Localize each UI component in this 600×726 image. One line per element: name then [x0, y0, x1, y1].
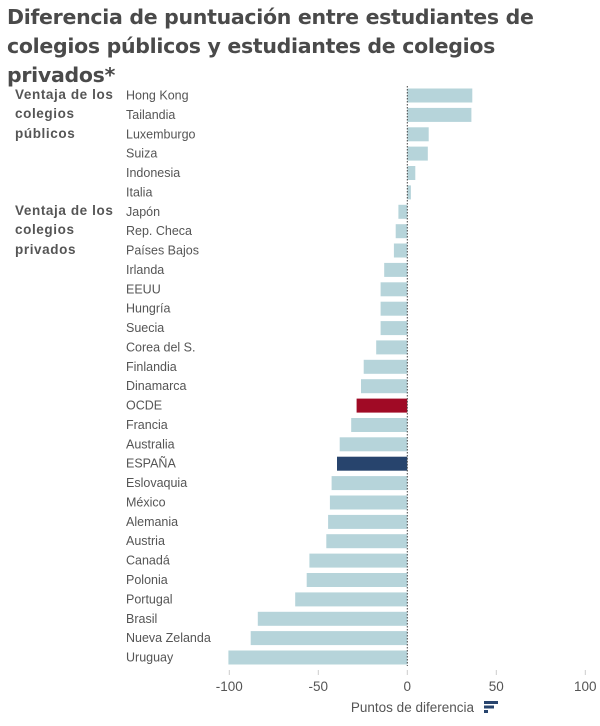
x-tick-label: 0 — [404, 679, 412, 694]
category-label: Indonesia — [126, 166, 180, 180]
x-tick-label: -50 — [309, 679, 329, 694]
x-axis-label: Puntos de diferencia — [351, 700, 475, 715]
category-label: Tailandia — [126, 108, 175, 122]
bar-corea-del-s- — [376, 340, 408, 355]
bar-rep-checa — [395, 224, 408, 239]
category-label: Australia — [126, 437, 175, 451]
category-label: Brasil — [126, 612, 157, 626]
category-label: Japón — [126, 205, 160, 219]
category-label: México — [126, 495, 166, 509]
bar-dinamarca — [361, 379, 408, 394]
x-axis-ticks: -100 -50 0 50 100 — [216, 670, 597, 694]
bar-alemania — [328, 514, 408, 529]
group-label-public-line-3: públicos — [15, 125, 76, 141]
category-label: Rep. Checa — [126, 224, 192, 238]
bar-suecia — [380, 321, 408, 336]
bar-países-bajos — [393, 243, 408, 258]
group-label-public: Ventaja de los colegios públicos — [15, 85, 125, 143]
bar-australia — [339, 437, 408, 452]
category-label: Irlanda — [126, 263, 164, 277]
category-label: Polonia — [126, 573, 168, 587]
group-label-private-line-2: colegios — [15, 222, 75, 238]
group-label-private-line-1: Ventaja de los — [15, 203, 114, 218]
bar-polonia — [306, 573, 408, 587]
bar-irlanda — [384, 262, 408, 277]
bar-brasil — [257, 611, 408, 626]
chart-title: Diferencia de puntuación entre estudiant… — [7, 3, 597, 90]
category-label: Luxemburgo — [126, 127, 196, 141]
group-label-public-line-2: colegios — [15, 106, 75, 122]
chart-title-line-2: colegios públicos y estudiantes de coleg… — [7, 34, 495, 87]
bar-indonesia — [407, 166, 416, 180]
legend-icon-bar-2 — [484, 705, 494, 709]
x-tick-label: 100 — [574, 679, 597, 694]
bar-japón — [398, 204, 408, 219]
category-label: Austria — [126, 534, 165, 548]
legend-icon-bar-3 — [484, 710, 488, 713]
chart-title-line-1: Diferencia de puntuación entre estudiant… — [7, 5, 534, 29]
category-labels: Hong Kong Tailandia Luxemburgo Suiza Indones… — [126, 89, 211, 665]
group-label-private: Ventaja de los colegios privados — [15, 201, 125, 259]
bar-eeuu — [380, 282, 408, 297]
category-label: Dinamarca — [126, 379, 186, 393]
bar-tailandia — [407, 107, 472, 122]
legend-icon-bar-1 — [484, 701, 498, 704]
category-label: Eslovaquia — [126, 476, 187, 490]
bar-italia — [407, 185, 411, 200]
category-label: Finlandia — [126, 360, 177, 374]
category-label: Francia — [126, 418, 168, 432]
category-label: Hungría — [126, 302, 171, 316]
bar-austria — [326, 534, 408, 549]
category-label: Uruguay — [126, 651, 174, 665]
category-label: Alemania — [126, 515, 178, 529]
bar-luxemburgo — [407, 127, 429, 142]
category-label: OCDE — [126, 399, 162, 413]
bar-uruguay — [228, 650, 408, 665]
category-label: Portugal — [126, 592, 173, 606]
bar-francia — [351, 418, 408, 432]
bar-eslovaquia — [331, 476, 408, 491]
bar-españa — [337, 456, 408, 471]
category-label: Suiza — [126, 147, 157, 161]
category-label: Países Bajos — [126, 244, 199, 258]
bar-hong-kong — [407, 88, 473, 103]
bar-finlandia — [363, 359, 408, 374]
category-label: Nueva Zelanda — [126, 631, 211, 645]
bar-nueva-zelanda — [250, 631, 408, 646]
bar-chart-icon — [484, 701, 498, 713]
group-label-public-line-1: Ventaja de los — [15, 87, 114, 102]
category-label: ESPAÑA — [126, 457, 176, 471]
x-tick-label: -100 — [216, 679, 243, 694]
x-tick-label: 50 — [489, 679, 504, 694]
bar-portugal — [295, 592, 408, 607]
bar-hungría — [380, 301, 408, 316]
bar-suiza — [407, 146, 428, 161]
category-label: Suecia — [126, 321, 164, 335]
bar-ocde — [356, 398, 408, 413]
category-label: EEUU — [126, 282, 161, 296]
category-label: Corea del S. — [126, 340, 195, 354]
bars — [228, 88, 473, 665]
bar-canadá — [309, 553, 408, 568]
category-label: Canadá — [126, 554, 170, 568]
bar-méxico — [329, 495, 408, 510]
category-label: Hong Kong — [126, 89, 189, 103]
category-label: Italia — [126, 185, 152, 199]
group-label-private-line-3: privados — [15, 241, 77, 257]
